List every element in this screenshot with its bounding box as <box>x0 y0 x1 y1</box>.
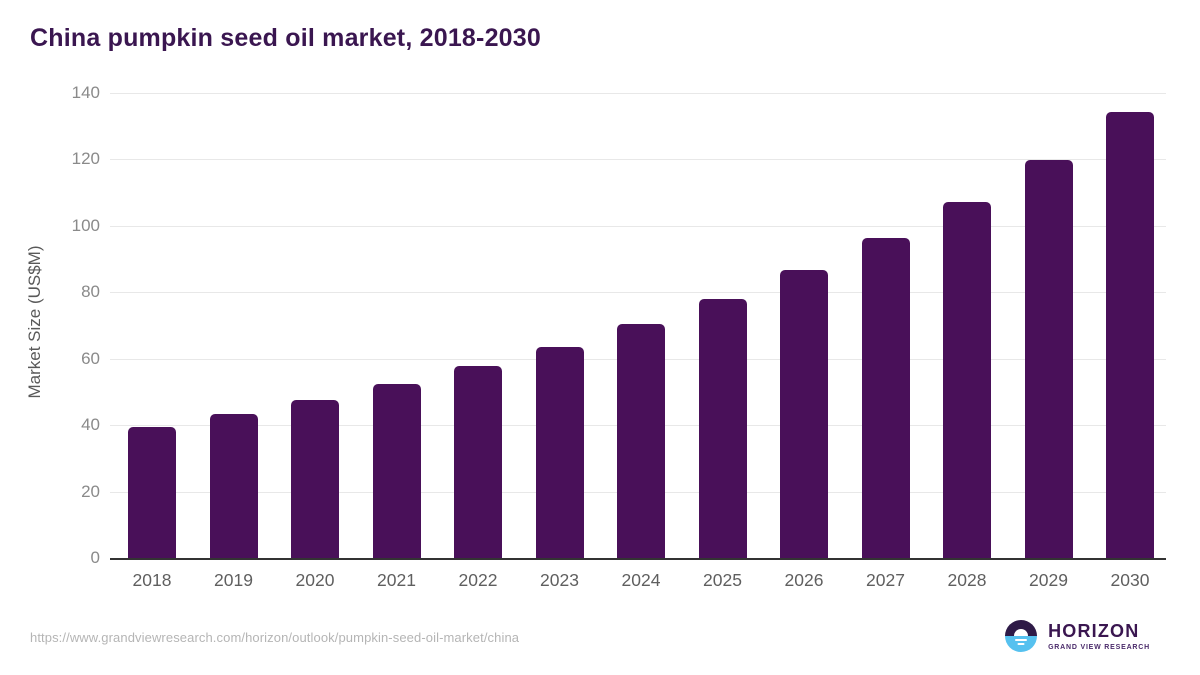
bar-2025 <box>698 298 747 558</box>
x-tick-label-2028: 2028 <box>947 570 987 590</box>
x-tick-label-2023: 2023 <box>540 570 579 590</box>
bar-2021 <box>372 383 421 558</box>
bar-2029 <box>1024 160 1073 558</box>
y-tick-label-40: 40 <box>81 415 100 435</box>
gridline-140 <box>110 93 1166 94</box>
x-tick-label-2024: 2024 <box>621 570 661 590</box>
source-url: https://www.grandviewresearch.com/horizo… <box>30 630 520 645</box>
gridline-100 <box>110 225 1166 227</box>
sun-reflection-line <box>1015 639 1028 641</box>
bar-2030 <box>1106 112 1154 558</box>
x-tick-label-2026: 2026 <box>784 570 824 590</box>
y-tick-label-0: 0 <box>90 548 100 567</box>
x-tick-label-2019: 2019 <box>214 570 253 590</box>
x-axis-line <box>110 558 1166 560</box>
bar-2020 <box>291 399 339 558</box>
bar-2026 <box>780 270 828 558</box>
logo-brand: HORIZON <box>1048 620 1140 641</box>
x-tick-label-2018: 2018 <box>132 570 172 590</box>
y-tick-label-140: 140 <box>71 83 100 102</box>
chart-title: China pumpkin seed oil market, 2018-2030 <box>30 24 541 52</box>
x-tick-label-2029: 2029 <box>1029 570 1068 590</box>
x-tick-label-2022: 2022 <box>458 570 498 590</box>
bar-2023 <box>535 347 584 558</box>
gridline-120 <box>110 159 1166 161</box>
y-axis-title: Market Size (US$M) <box>25 245 44 399</box>
sun-reflection-line <box>1017 643 1025 645</box>
y-tick-label-20: 20 <box>81 481 100 501</box>
bar-2019 <box>209 413 258 558</box>
sun-glyph <box>1014 629 1029 636</box>
y-tick-label-80: 80 <box>81 282 100 302</box>
horizon-sun-icon <box>1005 620 1038 652</box>
bar-2027 <box>861 238 910 558</box>
x-tick-label-2021: 2021 <box>377 570 416 590</box>
horizon-logo: HORIZON GRAND VIEW RESEARCH <box>1005 620 1150 652</box>
y-tick-label-100: 100 <box>71 215 100 235</box>
y-tick-label-120: 120 <box>71 149 100 169</box>
bar-2028 <box>943 202 991 558</box>
chart-plot: 0 20 40 60 80 100 120 140 2018 2019 2020 2021 2022 20… <box>72 84 1166 590</box>
x-tick-label-2027: 2027 <box>866 570 905 590</box>
bar-2022 <box>454 366 502 558</box>
gridline-80 <box>110 292 1166 294</box>
bar-2024 <box>617 323 665 558</box>
logo-subbrand: GRAND VIEW RESEARCH <box>1048 643 1150 651</box>
y-tick-label-60: 60 <box>81 348 100 368</box>
logo-text: HORIZON GRAND VIEW RESEARCH <box>1048 622 1150 651</box>
x-tick-label-2025: 2025 <box>703 570 742 590</box>
x-tick-label-2030: 2030 <box>1110 570 1150 590</box>
bar-2018 <box>128 427 176 558</box>
x-tick-label-2020: 2020 <box>295 570 335 590</box>
